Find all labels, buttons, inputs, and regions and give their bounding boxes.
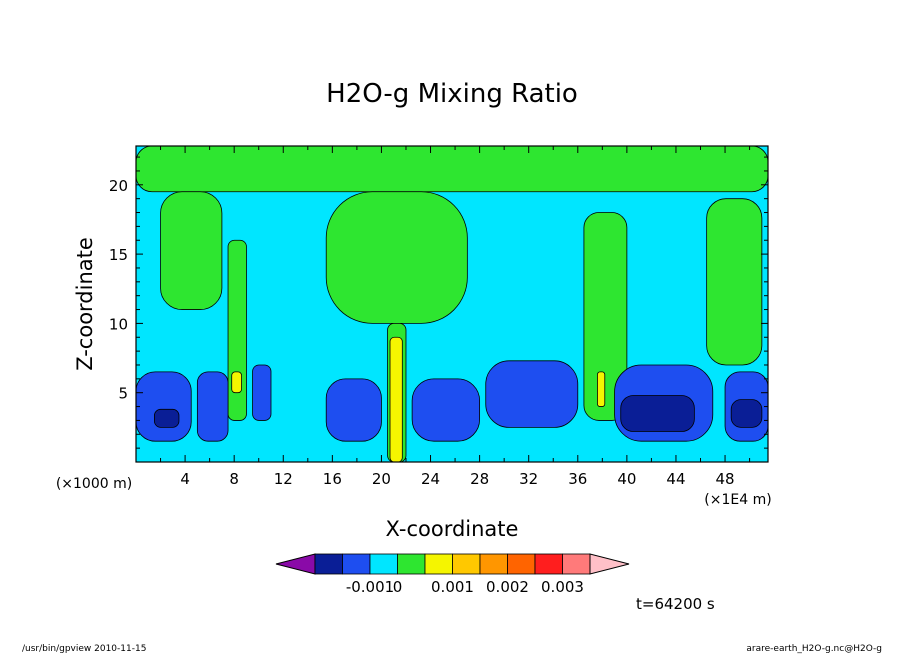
contour-region-green [583, 212, 628, 421]
x-tick-label: 28 [470, 470, 489, 488]
colorbar-level-label: 0.003 [541, 578, 584, 596]
colorbar-cell [507, 553, 536, 575]
y-tick-label: 10 [109, 315, 128, 333]
colorbar-cell [479, 553, 508, 575]
x-unit-left: (×1000 m) [56, 476, 132, 492]
contour-region-green [227, 239, 247, 421]
contour-region-green [325, 191, 468, 324]
source-label: arare-earth_H2O-g.nc@H2O-g [746, 644, 882, 654]
colorbar-cell [562, 553, 591, 575]
colorbar-cell [534, 553, 563, 575]
x-tick-label: 32 [519, 470, 538, 488]
contour-region-yellow [231, 371, 242, 394]
x-axis-label: X-coordinate [386, 517, 519, 541]
chart-title: H2O-g Mixing Ratio [326, 79, 578, 109]
contour-region-navy [730, 399, 763, 428]
colorbar-level-label: 0 [393, 578, 403, 596]
contour-region-blue [196, 371, 229, 442]
x-tick-label: 20 [372, 470, 391, 488]
contour-region-blue [485, 360, 579, 428]
y-axis-label: Z-coordinate [73, 237, 97, 371]
colorbar-arrow-high [589, 553, 630, 575]
contour-region-green [136, 146, 768, 193]
contour-region-blue [252, 364, 272, 421]
x-tick-label: 36 [568, 470, 587, 488]
y-tick-label: 15 [109, 246, 128, 264]
x-unit-right: (×1E4 m) [704, 492, 771, 508]
contour-region-navy [620, 395, 695, 432]
contour-region-blue [411, 378, 481, 442]
program-label: /usr/bin/gpview 2010-11-15 [22, 644, 146, 654]
plot-area [136, 146, 768, 462]
y-axis: 5 10 15 20 [109, 156, 768, 449]
contour-region-navy [154, 408, 180, 428]
colorbar-level-label: 0.001 [431, 578, 474, 596]
contour-region-green [160, 191, 223, 310]
contour-region-green [706, 198, 763, 366]
contour-region-yellow [389, 336, 403, 462]
colorbar-cell [397, 553, 426, 575]
colorbar-cell [369, 553, 398, 575]
colorbar-cell [452, 553, 481, 575]
colorbar-cell [314, 553, 343, 575]
x-tick-label: 16 [323, 470, 342, 488]
contour-region-blue [325, 378, 382, 442]
contour-region-blue [136, 371, 192, 442]
time-label: t=64200 s [636, 595, 715, 613]
x-tick-label: 48 [716, 470, 735, 488]
contour-region-yellow [597, 371, 606, 407]
x-tick-label: 4 [180, 470, 190, 488]
colorbar-level-label: -0.001 [346, 578, 394, 596]
colorbar-cell [342, 553, 371, 575]
plot-frame [135, 145, 769, 463]
colorbar-arrow-low [275, 553, 316, 575]
x-tick-label: 8 [229, 470, 239, 488]
x-tick-label: 24 [421, 470, 440, 488]
x-axis: 4 8 12 16 20 24 28 32 36 40 44 48 [160, 146, 751, 488]
colorbar [275, 553, 630, 575]
colorbar-cell [424, 553, 453, 575]
y-tick-label: 5 [118, 385, 128, 403]
x-tick-label: 12 [274, 470, 293, 488]
x-tick-label: 40 [617, 470, 636, 488]
y-tick-label: 20 [109, 177, 128, 195]
colorbar-level-label: 0.002 [486, 578, 529, 596]
x-tick-label: 44 [666, 470, 685, 488]
